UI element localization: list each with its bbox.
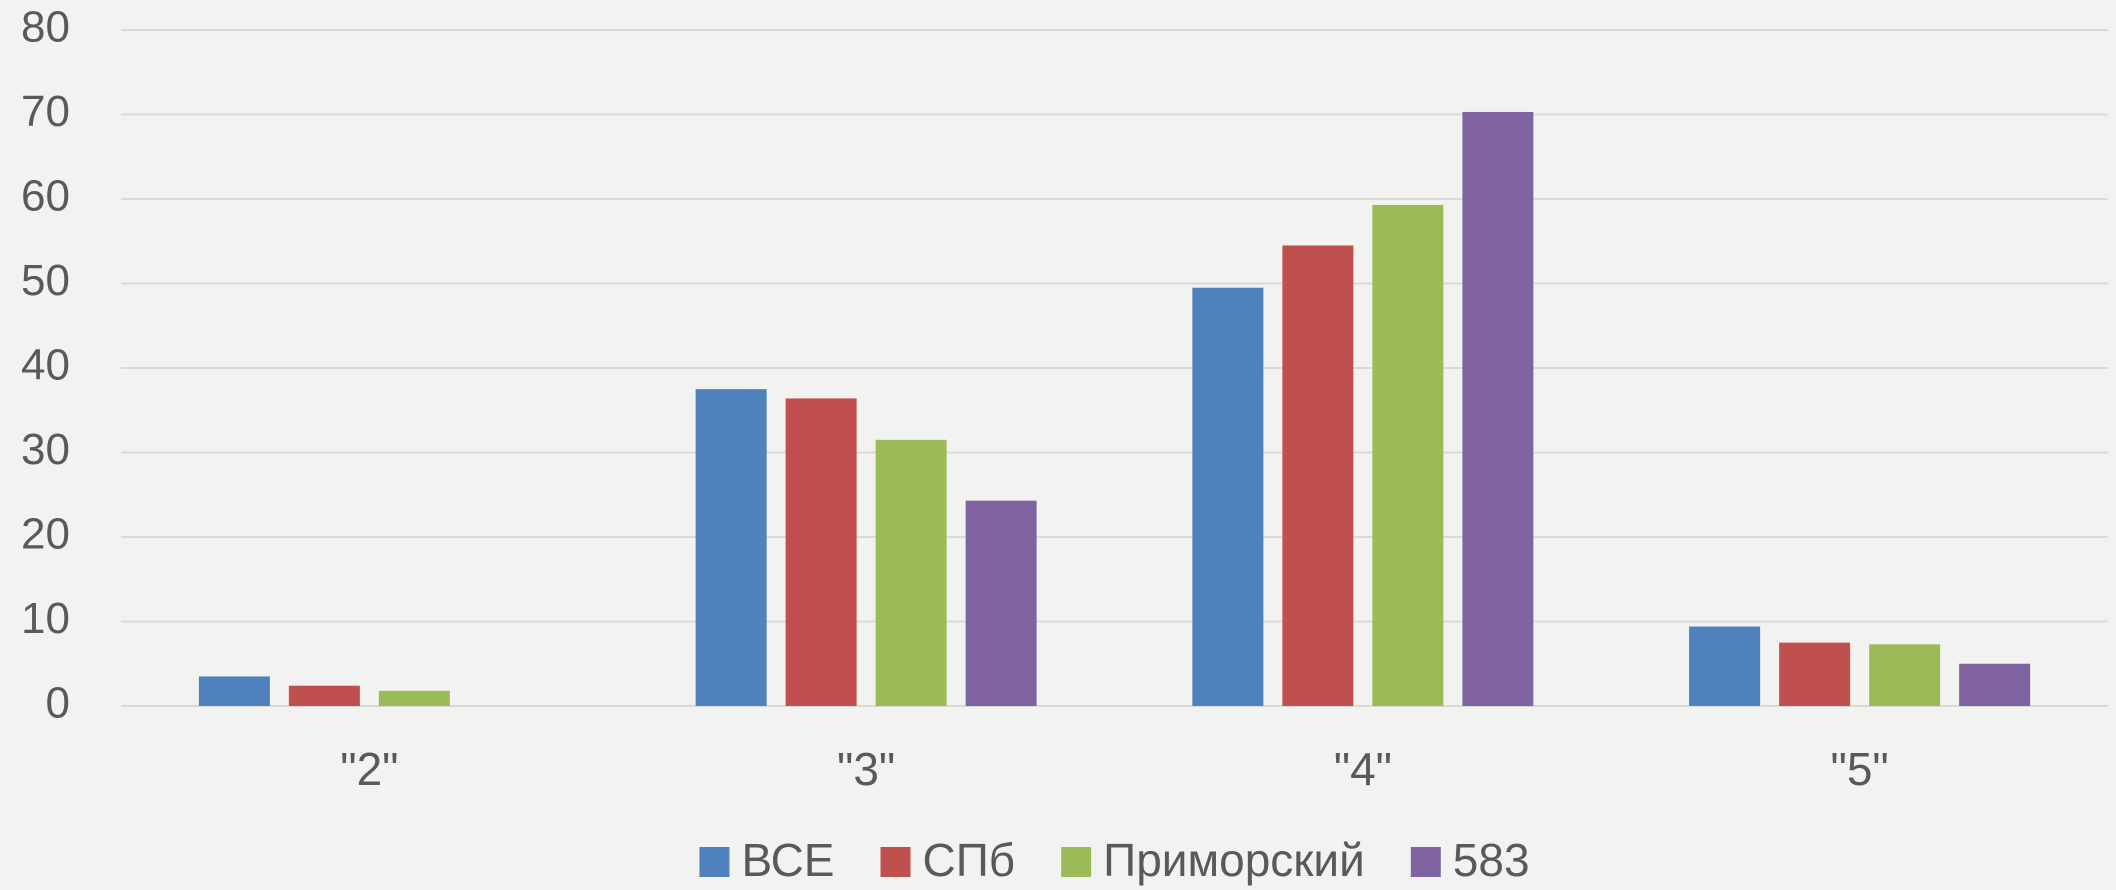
y-tick-label: 10 <box>21 594 70 643</box>
y-tick-label: 80 <box>21 3 70 52</box>
bar <box>288 685 360 706</box>
legend-swatch <box>1410 847 1441 877</box>
legend-label: СПб <box>923 834 1016 886</box>
y-tick-label: 20 <box>21 510 70 559</box>
bar <box>1282 245 1354 706</box>
y-tick-label: 50 <box>21 256 70 305</box>
legend-swatch <box>880 847 911 877</box>
bar <box>1462 111 1534 707</box>
x-tick-label: "5" <box>1831 743 1889 795</box>
bar <box>1779 642 1851 706</box>
bar <box>1372 204 1444 707</box>
bar <box>695 389 767 706</box>
bar <box>785 398 857 706</box>
y-tick-label: 70 <box>21 87 70 136</box>
y-tick-label: 0 <box>46 679 70 728</box>
bar <box>378 690 450 706</box>
y-tick-label: 30 <box>21 425 70 474</box>
bar <box>1959 663 2031 706</box>
legend-swatch <box>1061 847 1092 877</box>
bar <box>965 500 1037 706</box>
y-tick-label: 60 <box>21 172 70 221</box>
x-tick-label: "3" <box>837 743 895 795</box>
legend-label: 583 <box>1453 834 1530 886</box>
bar <box>875 439 947 706</box>
x-tick-label: "2" <box>340 743 398 795</box>
y-tick-label: 40 <box>21 341 70 390</box>
bar <box>1869 644 1941 706</box>
bar <box>1689 626 1761 706</box>
bar <box>198 676 270 706</box>
bar <box>1192 287 1264 706</box>
legend-label: Приморский <box>1103 834 1365 886</box>
x-tick-label: "4" <box>1334 743 1392 795</box>
legend-label: ВСЕ <box>741 834 834 886</box>
legend-swatch <box>699 847 730 877</box>
